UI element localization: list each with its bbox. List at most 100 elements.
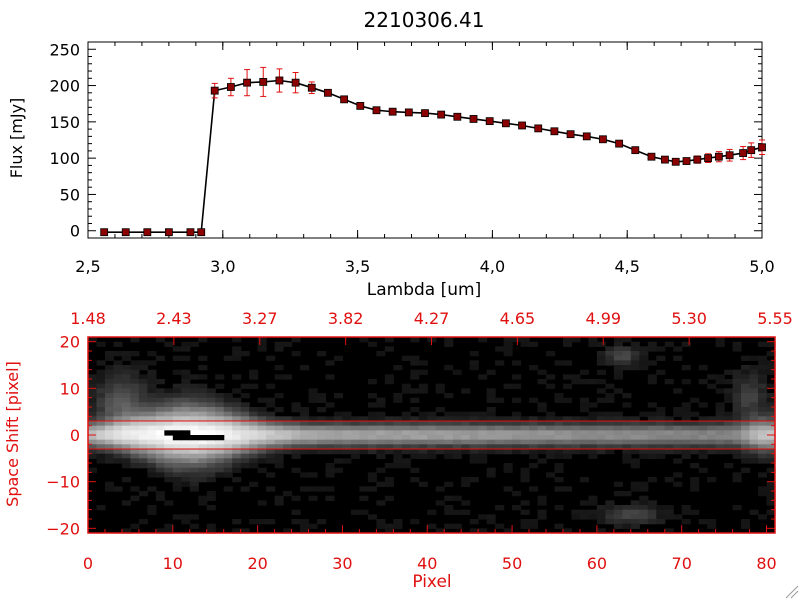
image-cell xyxy=(401,421,411,427)
image-cell xyxy=(206,393,216,399)
image-cell xyxy=(622,505,632,511)
data-point xyxy=(421,109,429,118)
saturated-pixel xyxy=(198,435,208,441)
image-cell xyxy=(758,458,768,464)
image-cell xyxy=(172,486,182,492)
image-cell xyxy=(495,449,505,455)
image-cell xyxy=(605,449,615,455)
image-cell xyxy=(155,449,165,455)
image-cell xyxy=(266,444,276,450)
image-cell xyxy=(283,341,293,347)
image-cell xyxy=(596,509,606,515)
image-cell xyxy=(529,435,539,441)
image-cell xyxy=(656,346,666,352)
image-cell xyxy=(503,425,513,431)
image-cell xyxy=(715,388,725,394)
image-cell xyxy=(317,486,327,492)
image-cell xyxy=(529,421,539,427)
image-cell xyxy=(147,388,157,394)
image-cell xyxy=(113,388,123,394)
image-cell xyxy=(147,402,157,408)
image-cell xyxy=(554,360,564,366)
image-cell xyxy=(172,407,182,413)
image-cell xyxy=(257,397,267,403)
image-cell xyxy=(495,505,505,511)
image-cell xyxy=(571,435,581,441)
image-cell xyxy=(283,491,293,497)
image-cell xyxy=(554,477,564,483)
image-cell xyxy=(698,439,708,445)
image-cell xyxy=(766,393,776,399)
image-cell xyxy=(622,355,632,361)
image-cell xyxy=(249,453,259,459)
image-cell xyxy=(317,435,327,441)
image-cell xyxy=(317,425,327,431)
image-cell xyxy=(257,416,267,422)
image-cell xyxy=(215,425,225,431)
image-cell xyxy=(596,379,606,385)
image-cell xyxy=(469,453,479,459)
image-cell xyxy=(435,407,445,413)
image-cell xyxy=(376,449,386,455)
image-cell xyxy=(232,355,242,361)
image-cell xyxy=(249,439,259,445)
image-cell xyxy=(452,369,462,375)
image-cell xyxy=(605,509,615,515)
image-cell xyxy=(206,449,216,455)
image-cell xyxy=(138,491,148,497)
data-point xyxy=(275,76,284,85)
image-cell xyxy=(554,421,564,427)
image-cell xyxy=(367,477,377,483)
image-cell xyxy=(495,435,505,441)
image-cell xyxy=(758,425,768,431)
image-cell xyxy=(215,453,225,459)
image-cell xyxy=(698,425,708,431)
image-cell xyxy=(758,365,768,371)
image-cell xyxy=(138,421,148,427)
image-cell xyxy=(715,439,725,445)
image-cell xyxy=(707,439,717,445)
image-cell xyxy=(613,351,623,357)
image-cell xyxy=(342,435,352,441)
image-cell xyxy=(690,430,700,436)
image-cell xyxy=(104,351,115,357)
resize-grip-icon[interactable] xyxy=(785,585,799,599)
image-cell xyxy=(198,467,208,473)
image-cell xyxy=(622,425,632,431)
image-cell xyxy=(520,341,530,347)
image-cell xyxy=(529,523,539,529)
image-cell xyxy=(215,421,225,427)
image-cell xyxy=(384,439,394,445)
image-cell xyxy=(486,430,496,436)
image-cell xyxy=(461,477,471,483)
image-cell xyxy=(741,467,751,473)
image-cell xyxy=(291,444,301,450)
image-cell xyxy=(138,379,148,385)
image-cell xyxy=(232,528,242,534)
image-cell xyxy=(749,421,759,427)
image-cell xyxy=(300,430,310,436)
image-cell xyxy=(113,425,123,431)
image-cell xyxy=(647,346,657,352)
image-cell xyxy=(639,351,649,357)
image-cell xyxy=(96,430,106,436)
image-cell xyxy=(96,341,106,347)
image-cell xyxy=(367,472,377,478)
image-cell xyxy=(596,341,606,347)
image-cell xyxy=(333,449,344,455)
image-cell xyxy=(113,421,123,427)
image-cell xyxy=(588,444,598,450)
image-cell xyxy=(546,472,556,478)
image-cell xyxy=(240,528,250,534)
image-cell xyxy=(249,463,259,469)
image-cell xyxy=(274,500,284,506)
image-cell xyxy=(308,449,318,455)
image-cell xyxy=(554,397,564,403)
image-cell xyxy=(520,477,530,483)
image-cell xyxy=(529,416,539,422)
image-cell xyxy=(452,416,462,422)
image-cell xyxy=(596,430,606,436)
image-cell xyxy=(401,388,411,394)
image-cell xyxy=(130,444,140,450)
image-cell xyxy=(96,453,106,459)
